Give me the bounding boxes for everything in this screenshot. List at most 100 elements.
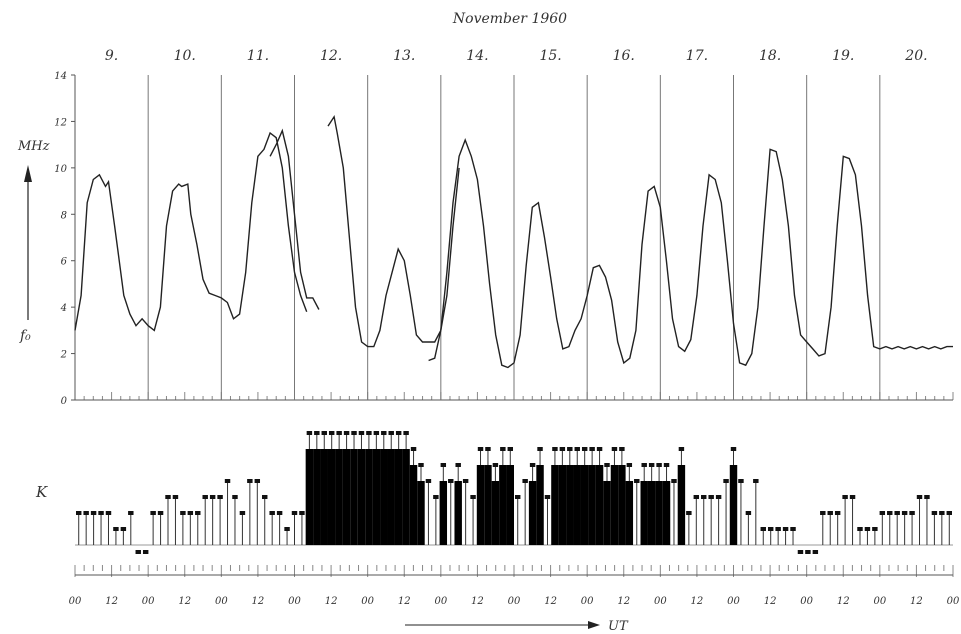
bottom-x-tick-label: 12 (544, 596, 557, 607)
k-bar-fill (476, 465, 485, 545)
k-bar-cap (619, 447, 625, 451)
k-bar-cap (775, 527, 781, 531)
k-bar-cap (790, 527, 796, 531)
bottom-x-tick-label: 00 (873, 596, 886, 607)
k-bar-fill (528, 481, 537, 545)
top-y-label-f0: f₀ (19, 328, 31, 344)
k-bar-fill (588, 465, 596, 545)
k-bar-cap (485, 447, 491, 451)
k-bar-cap (663, 463, 670, 467)
k-bar-cap (634, 479, 640, 483)
k-bar-cap (351, 431, 357, 435)
k-bar-fill (305, 449, 314, 545)
k-bar-fill (647, 481, 656, 545)
k-bar-cap (150, 511, 156, 515)
k-bar-fill (506, 465, 514, 545)
k-bar-cap (276, 511, 283, 515)
ut-arrow-head (588, 621, 600, 629)
bottom-x-tick-label: 12 (837, 596, 850, 607)
k-bar-cap (537, 447, 543, 451)
k-bar-cap (90, 511, 97, 515)
k-bar-cap (946, 511, 952, 515)
k-bar-cap (834, 511, 841, 515)
k-bar-cap (217, 495, 223, 499)
k-bar-cap (708, 495, 714, 499)
k-bar-cap (76, 511, 82, 515)
k-bar-fill (365, 449, 373, 545)
k-bar-cap (336, 431, 342, 435)
day-label: 14. (466, 48, 488, 64)
top-y-tick-label: 0 (61, 396, 68, 407)
k-bar-cap (284, 527, 290, 531)
k-bar-cap (425, 479, 432, 483)
k-bar-cap (120, 527, 127, 531)
k-bar-cap (924, 495, 930, 499)
k-bar-cap (180, 511, 186, 515)
k-bar-cap (98, 511, 104, 515)
k-bar-cap (574, 447, 580, 451)
top-y-tick-label: 8 (61, 210, 67, 221)
bottom-x-tick-label: 00 (69, 596, 82, 607)
k-bar-cap (224, 479, 231, 483)
day-label: 11. (247, 48, 269, 64)
k-bar-cap (745, 511, 752, 515)
k-bar-cap (693, 495, 700, 499)
k-bar-fill (387, 449, 395, 545)
k-bar-fill (372, 449, 381, 545)
fp-data-line (327, 114, 460, 348)
k-bar-cap (552, 447, 558, 451)
top-y-tick-label: 6 (61, 257, 68, 268)
fp-data-line (269, 128, 320, 310)
day-label: 10. (174, 48, 196, 64)
axis-labels: MHz f₀ K UT (17, 139, 629, 634)
day-label: 18. (759, 48, 781, 64)
k-bar-fill (402, 449, 410, 545)
k-bar-fill (320, 449, 328, 545)
top-y-tick-label: 10 (54, 164, 67, 175)
k-bar-cap (470, 495, 476, 499)
k-bar-cap (827, 511, 833, 515)
k-bar-cap (314, 431, 320, 435)
top-y-tick-label: 4 (60, 303, 67, 314)
k-bar-cap (448, 479, 454, 483)
k-bar-cap (433, 495, 439, 499)
k-bar-cap (381, 431, 387, 435)
k-bar-cap (128, 511, 134, 515)
bottom-y-label: K (35, 483, 48, 501)
k-bar-fill (380, 449, 388, 545)
bottom-x-tick-label: 12 (398, 596, 411, 607)
day-label: 13. (393, 48, 415, 64)
bottom-x-tick-label: 12 (471, 596, 484, 607)
k-bar-cap (909, 511, 915, 515)
k-bar-cap (165, 495, 171, 499)
k-bar-cap (507, 447, 513, 451)
k-bar-cap (641, 463, 647, 467)
day-label: 9. (105, 48, 118, 64)
k-bar-cap (172, 495, 179, 499)
chart-title: November 1960 (452, 11, 567, 27)
k-bar-cap (418, 463, 424, 467)
k-bar-cap (105, 511, 112, 515)
k-bar-cap (299, 511, 305, 515)
bottom-x-tick-label: 00 (727, 596, 740, 607)
k-bar-cap (879, 511, 886, 515)
k-bar-fill (603, 481, 611, 545)
k-bar-fill (409, 465, 418, 545)
bottom-x-tick-label: 12 (691, 596, 704, 607)
k-bar-fill (558, 465, 567, 545)
k-bar-cap (232, 495, 238, 499)
k-bar-fill (729, 465, 738, 545)
day-label: 17. (686, 48, 708, 64)
k-bar-cap (440, 463, 447, 467)
k-bar-cap (500, 447, 506, 451)
top-chart-fp: 9. 10. 11. 12. 13. 14. 15. 16. 17. 18. 19. 20. 0 2 4 6 8… (24, 48, 954, 407)
k-bar-fill (536, 465, 544, 545)
k-bar-cap (864, 527, 871, 531)
bottom-x-tick-label: 00 (947, 596, 960, 607)
k-bar-cap (686, 511, 692, 515)
k-bar-cap (567, 447, 573, 451)
k-bar-fill (484, 465, 492, 545)
k-bar-cap (262, 495, 268, 499)
k-bar-fill (655, 481, 663, 545)
k-bar-cap (247, 479, 253, 483)
